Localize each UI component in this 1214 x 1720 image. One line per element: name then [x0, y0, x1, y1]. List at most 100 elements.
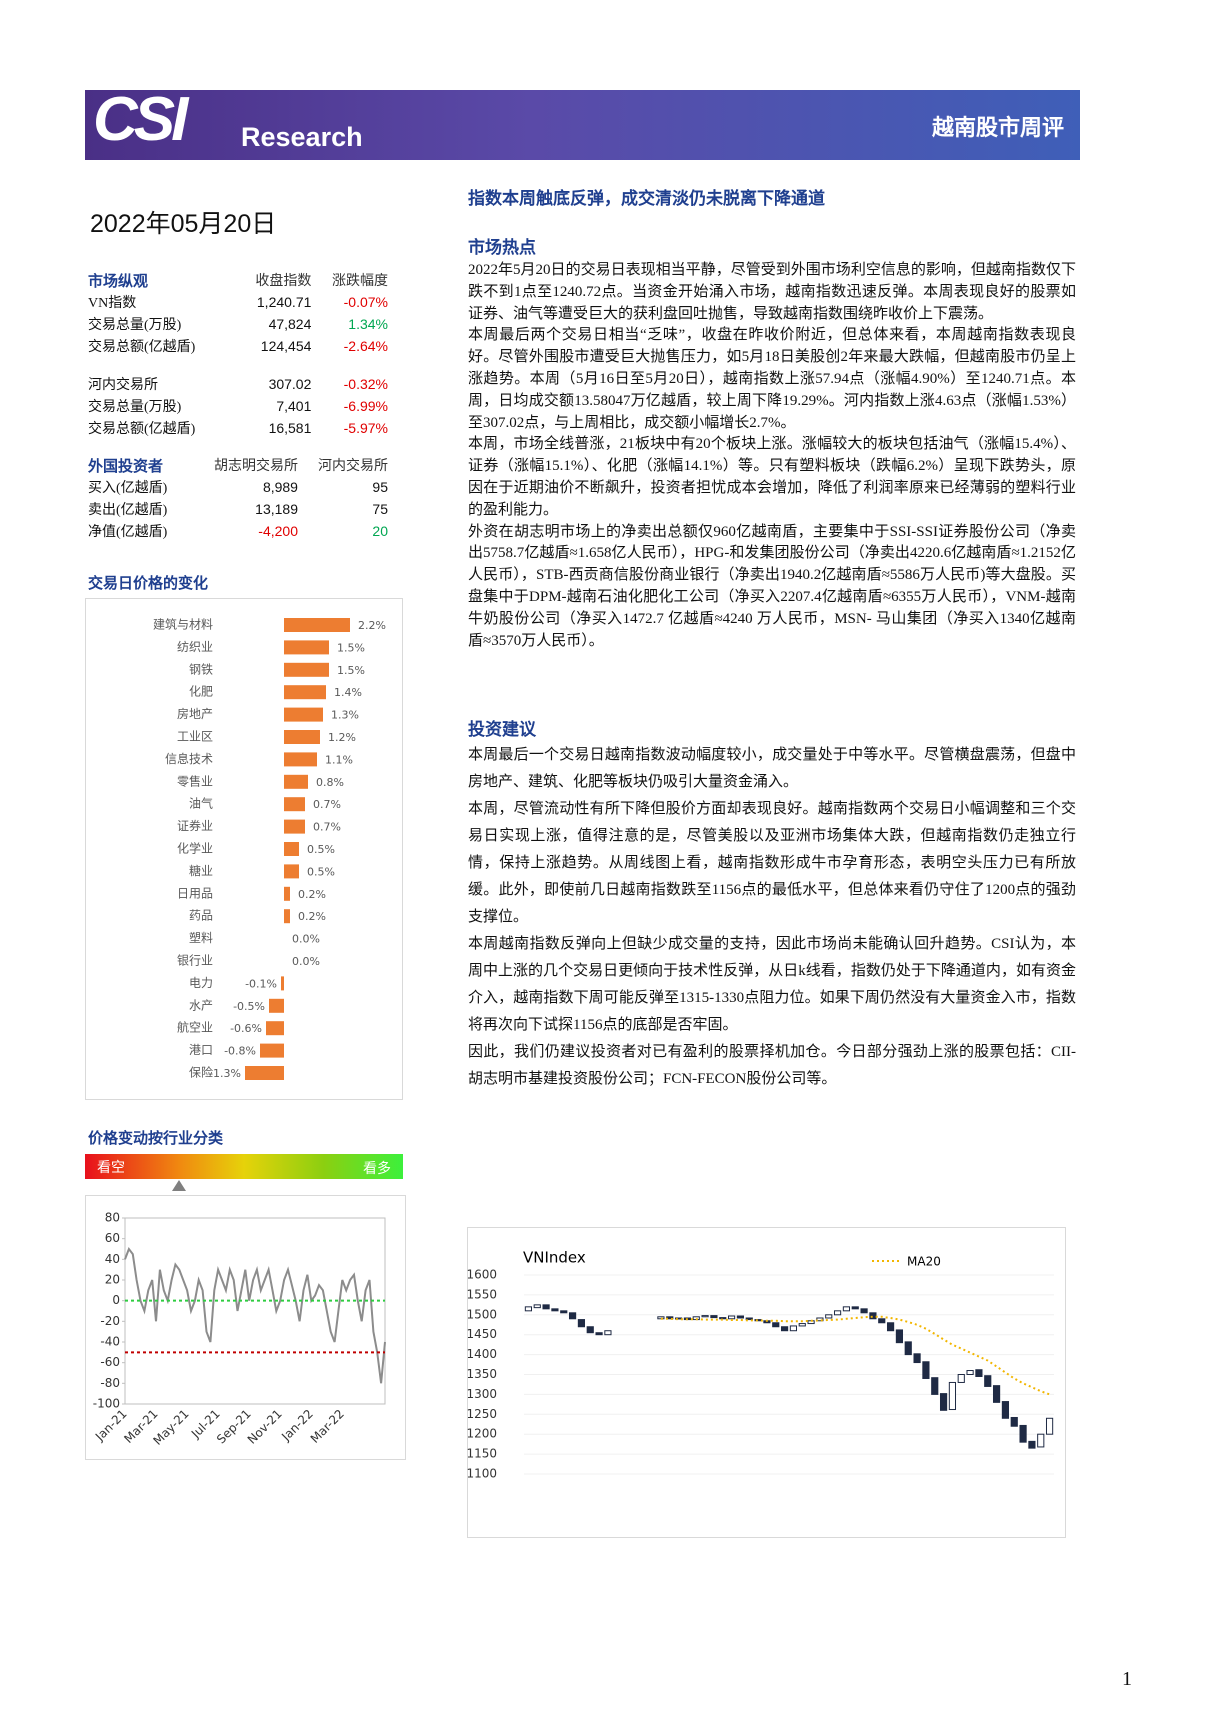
category-label: 电力	[189, 976, 213, 990]
candle-body	[1010, 1416, 1018, 1427]
candle-body	[931, 1377, 939, 1395]
column-header: 胡志明交易所	[213, 457, 298, 473]
category-label: 纺织业	[177, 640, 213, 654]
advice-section: 投资建议 本周最后一个交易日越南指数波动幅度较小，成交量处于中等水平。尽管横盘震荡…	[468, 715, 1076, 1093]
vnindex-chart: VNIndex 1600 1550 1500 1450 1400 1350 1300 1250 1…	[467, 1227, 1066, 1538]
candle-body	[984, 1375, 992, 1387]
table-value: -0.32%	[343, 376, 388, 392]
value-label: -0.8%	[224, 1045, 256, 1058]
column-header: 涨跌幅度	[332, 272, 388, 288]
logo-sub: Research	[241, 122, 363, 152]
paragraph: 本周越南指数反弹向上但缺少成交量的支持，因此市场尚未能确认回升趋势。CSI认为，…	[468, 936, 1076, 1033]
row-label: 净值(亿越盾)	[88, 525, 168, 540]
chart-frame	[85, 598, 403, 1100]
candle-body	[1028, 1440, 1036, 1449]
y-tick-label: 1350	[467, 1367, 497, 1381]
category-label: 油气	[189, 796, 213, 811]
candle-body	[1045, 1417, 1054, 1435]
value-label: 0.5%	[307, 843, 335, 856]
y-tick-label: 1500	[467, 1307, 497, 1321]
bar	[284, 662, 329, 677]
value-label: -0.6%	[230, 1022, 262, 1035]
table-value: 1.34%	[348, 316, 388, 332]
value-label: 0.5%	[307, 865, 335, 878]
candle-body	[780, 1326, 789, 1332]
bar	[284, 752, 317, 767]
candle-body	[939, 1393, 948, 1411]
category-label: 化学业	[177, 841, 213, 856]
table-row: VN指数 1,240.71 -0.07%	[88, 291, 388, 313]
sentiment-gauge: 看空 看多	[85, 1154, 403, 1179]
value-label: -1.3%	[209, 1067, 241, 1080]
value-label: 2.2%	[358, 619, 386, 632]
y-tick-label: 40	[105, 1252, 120, 1266]
paragraph: 因此，我们仍建议投资者对已有盈利的股票择机加仓。今日部分强劲上涨的股票包括：CI…	[468, 1044, 1076, 1087]
bar	[284, 774, 308, 789]
y-tick-label: -100	[93, 1397, 120, 1411]
table-value: -0.07%	[343, 294, 388, 310]
value-label: 1.4%	[334, 686, 362, 699]
column-header: 河内交易所	[318, 457, 388, 473]
candle-body	[992, 1385, 1001, 1403]
value-label: 0.7%	[313, 821, 341, 834]
candle-body	[842, 1306, 851, 1312]
value-label: -0.5%	[233, 1000, 265, 1013]
bar	[284, 886, 290, 901]
value-label: 1.1%	[325, 753, 353, 766]
sector-chart: 建筑与材料 2.2% 纺织业 1.5% 钢铁 1.5% 化肥 1.4% 房地产 1.3% 工业区 1.…	[85, 598, 403, 1100]
table-value: 8,989	[262, 479, 298, 495]
candle-body	[833, 1310, 842, 1316]
bar	[284, 618, 350, 632]
candle-body	[886, 1322, 895, 1332]
row-label: 交易总量(万股)	[88, 400, 182, 415]
table-value: -5.97%	[343, 420, 388, 436]
table-value: 75	[372, 501, 388, 517]
page-number: 1	[1122, 1668, 1132, 1690]
bar	[284, 640, 329, 655]
market-table: 市场纵观 收盘指数 涨跌幅度 VN指数 1,240.71 -0.07% 交易总量(万股) 47…	[88, 269, 388, 439]
candle-body	[966, 1370, 974, 1376]
plot-frame	[124, 1217, 386, 1405]
y-tick-label: 60	[105, 1231, 120, 1245]
row-label: 买入(亿越盾)	[88, 481, 168, 496]
category-label: 航空业	[177, 1020, 213, 1035]
category-label: 化肥	[189, 685, 213, 699]
table-value: 124,454	[260, 338, 312, 354]
y-tick-label: 0	[112, 1293, 120, 1307]
chart-title: 价格变动按行业分类	[88, 1130, 224, 1147]
y-tick-label: 20	[105, 1273, 120, 1287]
y-tick-label: 1450	[467, 1327, 497, 1341]
bar	[266, 1021, 284, 1036]
chart-title: 交易日价格的变化	[88, 575, 209, 592]
candle-body	[533, 1304, 541, 1309]
candle-body	[745, 1317, 753, 1321]
table-value: 16,581	[268, 420, 312, 436]
gauge-label: 看空	[97, 1159, 125, 1175]
sentiment-chart: 806040200-20-40-60-80-100Jan-21Mar-21May…	[85, 1195, 406, 1460]
y-tick-label: 1150	[467, 1447, 497, 1461]
y-tick-label: 1300	[467, 1387, 497, 1401]
candle-body	[701, 1315, 709, 1318]
bar	[284, 797, 305, 812]
bar	[245, 1066, 284, 1080]
chart-frame	[467, 1227, 1066, 1538]
paragraph: 本周，尽管流动性有所下降但股价方面却表现良好。越南指数两个交易日小幅调整和三个交…	[468, 801, 1076, 925]
candle-body	[1037, 1433, 1045, 1448]
candle-body	[736, 1315, 745, 1319]
category-label: 塑料	[189, 930, 213, 945]
row-label: 交易总额(亿越盾)	[88, 422, 196, 437]
report-date: 2022年05月20日	[90, 210, 277, 238]
row-label: 交易总额(亿越盾)	[88, 340, 196, 355]
candle-body	[975, 1369, 983, 1377]
paragraph: 本周最后两个交易日相当“乏味”，收盘在昨收价附近，但总体来看，本周越南指数表现良…	[468, 327, 1076, 431]
row-label: 交易总量(万股)	[88, 318, 182, 333]
bar	[260, 1043, 284, 1058]
category-label: 水产	[189, 998, 213, 1012]
bar	[284, 864, 299, 879]
gauge-marker	[172, 1180, 186, 1191]
candle-body	[666, 1316, 674, 1320]
category-label: 保险	[189, 1065, 213, 1080]
category-label: 证券业	[177, 818, 213, 833]
y-tick-label: 1600	[467, 1268, 497, 1282]
